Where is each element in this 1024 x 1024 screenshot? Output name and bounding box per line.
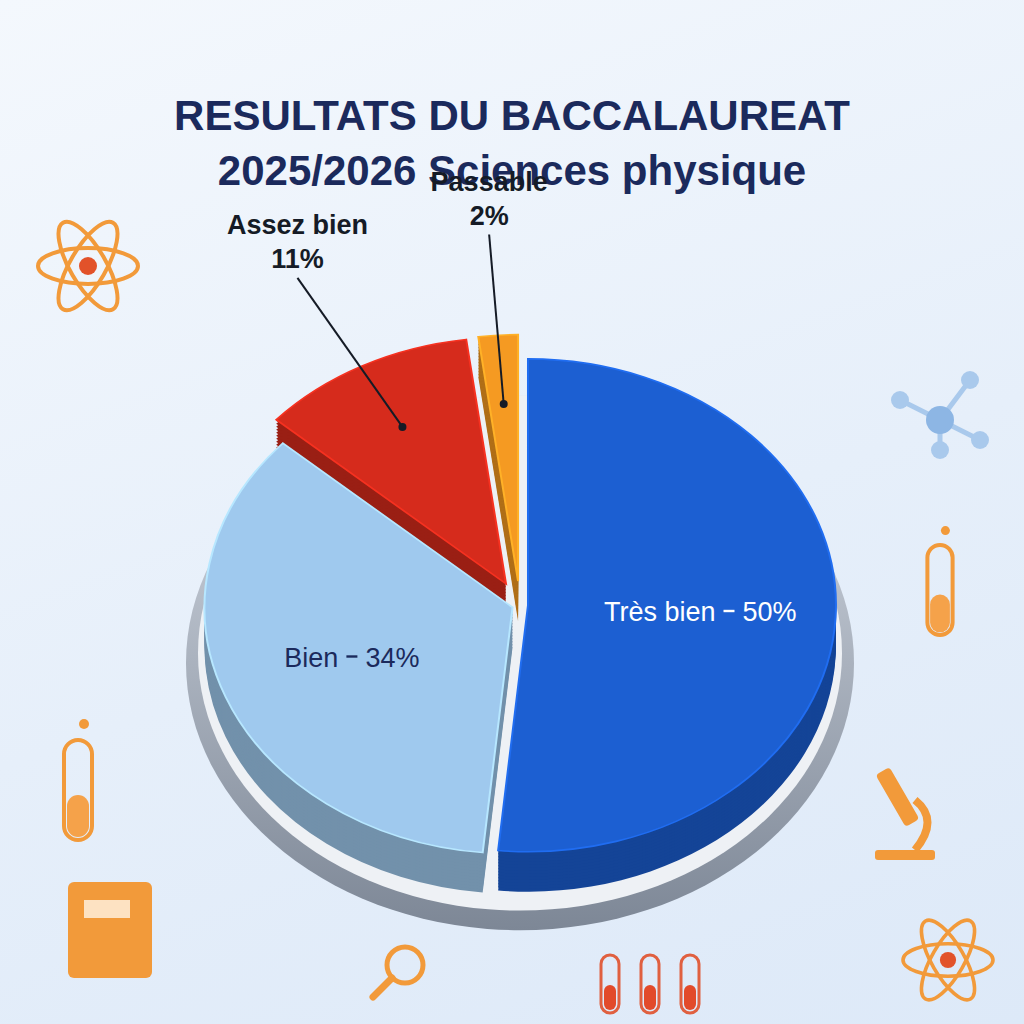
rack-liquid bbox=[644, 985, 656, 1010]
pie-slice bbox=[478, 335, 518, 581]
leader-dot bbox=[500, 400, 508, 408]
slice-label: Assez bien bbox=[227, 210, 368, 240]
atom-icon bbox=[903, 913, 993, 1007]
book-cover bbox=[68, 882, 152, 978]
label-separator bbox=[724, 610, 735, 612]
atom-core bbox=[940, 952, 956, 968]
pie-side-layer bbox=[205, 336, 836, 854]
atom-core bbox=[79, 257, 97, 275]
magnifier-icon bbox=[373, 947, 423, 997]
microscope-icon bbox=[875, 767, 935, 860]
tube-glass bbox=[927, 545, 952, 635]
node bbox=[926, 406, 954, 434]
node bbox=[971, 431, 989, 449]
tube-icon bbox=[64, 719, 92, 840]
rack-tube bbox=[681, 955, 699, 1013]
rack-liquid bbox=[684, 985, 696, 1010]
labels: Très bien 50% Bien 34% Assez bien 11% Passable… bbox=[227, 167, 797, 673]
atom-icon bbox=[38, 214, 138, 319]
atom-orbit bbox=[38, 248, 138, 284]
data-label: 11% bbox=[271, 244, 324, 274]
atom-orbit bbox=[911, 913, 984, 1007]
molecule-icon bbox=[891, 371, 989, 459]
atom-orbit bbox=[47, 214, 128, 319]
pie-slice bbox=[498, 359, 836, 852]
leader-dot bbox=[398, 423, 406, 431]
leader-line bbox=[297, 278, 402, 427]
label-separator bbox=[346, 655, 357, 657]
rack-tube bbox=[641, 955, 659, 1013]
chart-canvas: Très bien 50% Bien 34% Assez bien 11% Passable… bbox=[0, 0, 1024, 1024]
tube-liquid bbox=[67, 795, 89, 837]
node bbox=[931, 441, 949, 459]
arm bbox=[915, 800, 928, 850]
tube-glass bbox=[64, 740, 92, 840]
slice-label: Passable bbox=[431, 167, 548, 197]
atom-orbit bbox=[47, 214, 128, 319]
data-label: 2% bbox=[470, 201, 509, 231]
rack-tube bbox=[601, 955, 619, 1013]
handle bbox=[373, 978, 392, 997]
leader-line bbox=[489, 235, 504, 404]
book-icon bbox=[68, 882, 152, 978]
tube bbox=[876, 767, 920, 827]
atom-orbit bbox=[911, 913, 984, 1007]
atom-orbit bbox=[903, 944, 993, 976]
bubble bbox=[941, 526, 950, 535]
pie-top bbox=[205, 335, 836, 853]
base bbox=[875, 850, 935, 860]
pie-sides bbox=[205, 336, 836, 893]
pie-slice bbox=[276, 339, 506, 583]
rack-liquid bbox=[604, 985, 616, 1010]
book-label bbox=[84, 900, 130, 918]
pie-side-layer bbox=[205, 339, 836, 857]
decorations bbox=[38, 214, 993, 1013]
data-label: 50% bbox=[743, 597, 797, 627]
slice-label: Très bien bbox=[604, 597, 716, 627]
node bbox=[891, 391, 909, 409]
data-label: 34% bbox=[365, 643, 419, 673]
slice-label: Bien bbox=[284, 643, 338, 673]
tube-liquid bbox=[930, 595, 950, 633]
bubble bbox=[79, 719, 89, 729]
tube-icon bbox=[927, 526, 952, 635]
node bbox=[961, 371, 979, 389]
slice-side bbox=[498, 360, 836, 853]
